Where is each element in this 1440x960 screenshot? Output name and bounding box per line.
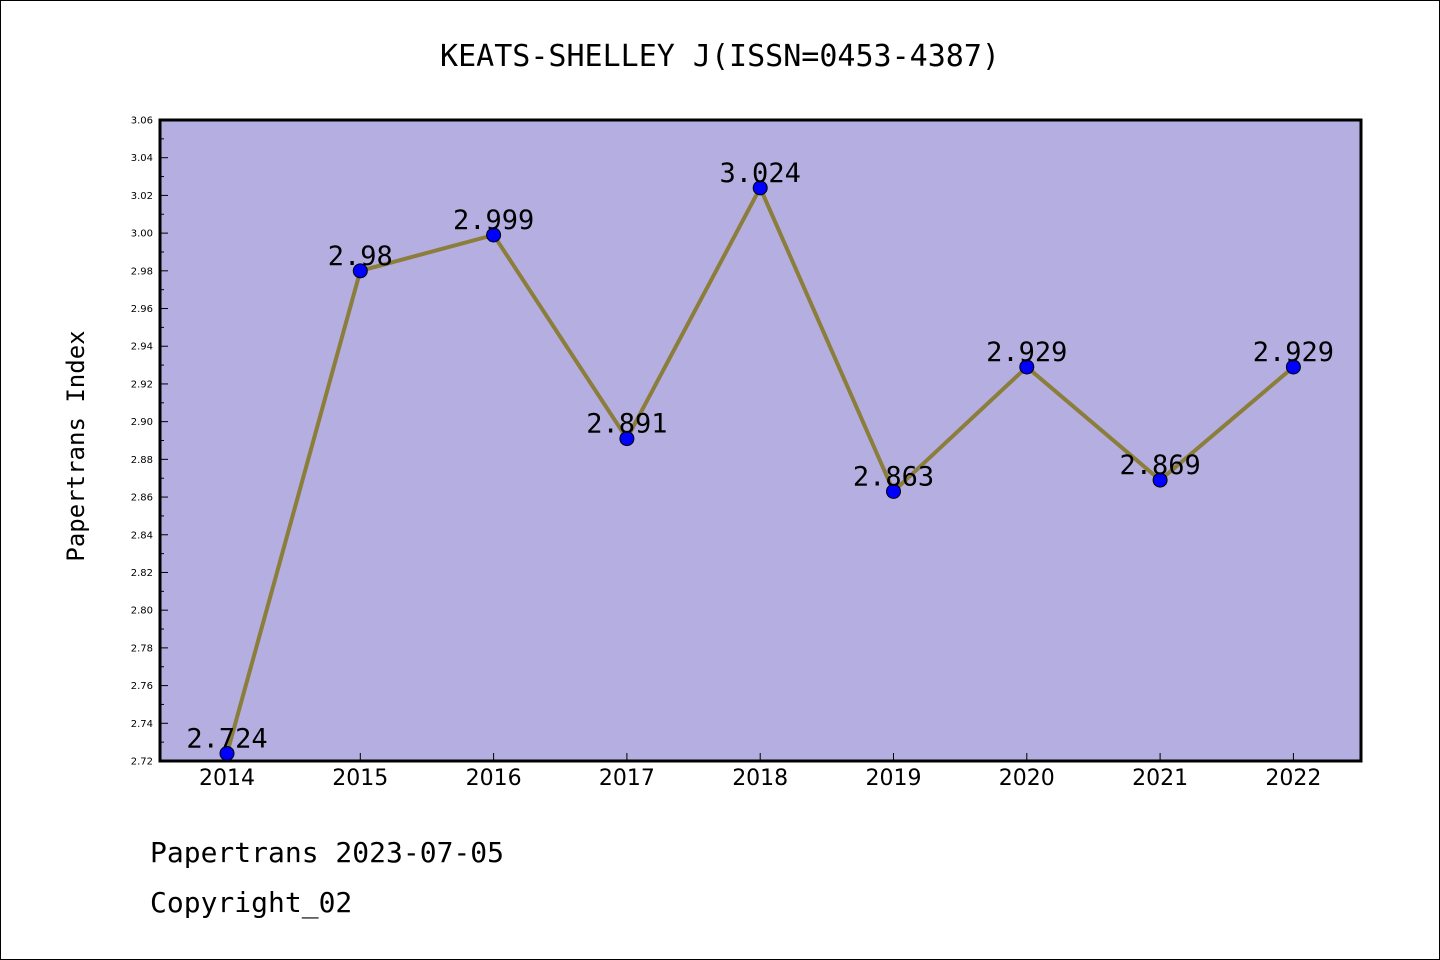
x-tick-label: 2019 [866,766,922,791]
data-point [352,263,368,279]
y-tick-label: 2.90 [131,417,153,428]
data-point [619,431,635,447]
data-point [486,227,502,243]
data-point [1019,359,1035,375]
data-point [886,483,901,499]
x-tick-label: 2016 [466,766,522,791]
y-tick-label: 2.84 [131,530,153,541]
x-tick-label: 2020 [999,766,1055,791]
y-tick-label: 2.94 [131,342,153,353]
y-tick-label: 3.02 [131,191,153,202]
data-point [1152,472,1168,488]
x-axis: 2014 2015 2016 2017 2018 2019 2020 2021 2022 [199,753,1321,791]
x-tick-label: 2022 [1265,766,1321,791]
y-tick-label: 2.92 [131,379,153,390]
x-tick-label: 2018 [732,766,788,791]
y-tick-label: 2.72 [131,757,153,768]
plot-area [160,120,1361,761]
x-tick-label: 2014 [199,766,255,791]
data-label: 2.863 [853,461,934,492]
y-tick-label: 2.82 [131,568,153,579]
y-tick-label: 3.04 [131,153,153,164]
y-axis-label: Papertrans Index [62,330,90,561]
y-tick-label: 2.76 [131,681,153,692]
data-label: 2.929 [986,337,1067,368]
footer-date: Papertrans 2023-07-05 [150,836,505,869]
y-tick-label: 3.06 [131,116,153,127]
data-point [1285,359,1301,375]
data-point [752,180,768,196]
y-tick-label: 2.86 [131,493,153,504]
x-tick-label: 2017 [599,766,655,791]
series: 2.724 2.98 2.999 2.891 3.024 2.863 2.929 2.869 2… [186,158,1334,761]
data-label: 2.98 [328,241,393,272]
chart-title: KEATS-SHELLEY J(ISSN=0453-4387) [440,39,1000,74]
y-tick-label: 2.98 [131,266,153,277]
data-label: 2.929 [1253,337,1334,368]
y-tick-label: 2.78 [131,643,153,654]
plot-border [158,118,1363,763]
y-tick-label: 2.80 [131,606,153,617]
data-label: 2.891 [586,409,667,440]
y-axis: 2.72 2.74 2.76 2.78 2.80 2.82 2.84 2.86 2.88 2.90… [131,116,168,768]
data-label: 2.724 [186,723,267,754]
data-label: 3.024 [720,158,801,189]
x-tick-label: 2015 [332,766,388,791]
data-label: 2.999 [453,205,534,236]
x-tick-label: 2021 [1132,766,1188,791]
footer-copyright: Copyright_02 [150,886,353,919]
y-tick-label: 3.00 [131,229,153,240]
y-tick-label: 2.74 [131,719,153,730]
y-tick-label: 2.88 [131,455,153,466]
y-tick-label: 2.96 [131,304,153,315]
data-label: 2.869 [1119,450,1200,481]
